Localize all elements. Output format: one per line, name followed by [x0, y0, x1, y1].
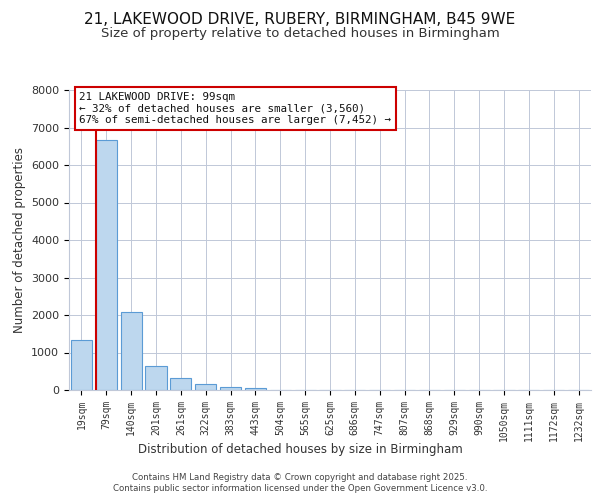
Y-axis label: Number of detached properties: Number of detached properties: [13, 147, 26, 333]
Bar: [245, 388, 266, 390]
Bar: [170, 378, 191, 390]
Text: 21 LAKEWOOD DRIVE: 99sqm
← 32% of detached houses are smaller (3,560)
67% of sem: 21 LAKEWOOD DRIVE: 99sqm ← 32% of detach…: [79, 92, 391, 124]
Bar: [145, 366, 167, 390]
Bar: [96, 140, 117, 390]
Text: Size of property relative to detached houses in Birmingham: Size of property relative to detached ho…: [101, 28, 499, 40]
Bar: [195, 384, 216, 390]
Text: Contains public sector information licensed under the Open Government Licence v3: Contains public sector information licen…: [113, 484, 487, 493]
Text: Distribution of detached houses by size in Birmingham: Distribution of detached houses by size …: [137, 442, 463, 456]
Text: 21, LAKEWOOD DRIVE, RUBERY, BIRMINGHAM, B45 9WE: 21, LAKEWOOD DRIVE, RUBERY, BIRMINGHAM, …: [85, 12, 515, 28]
Bar: [220, 387, 241, 390]
Bar: [71, 340, 92, 390]
Bar: [121, 312, 142, 390]
Text: Contains HM Land Registry data © Crown copyright and database right 2025.: Contains HM Land Registry data © Crown c…: [132, 472, 468, 482]
